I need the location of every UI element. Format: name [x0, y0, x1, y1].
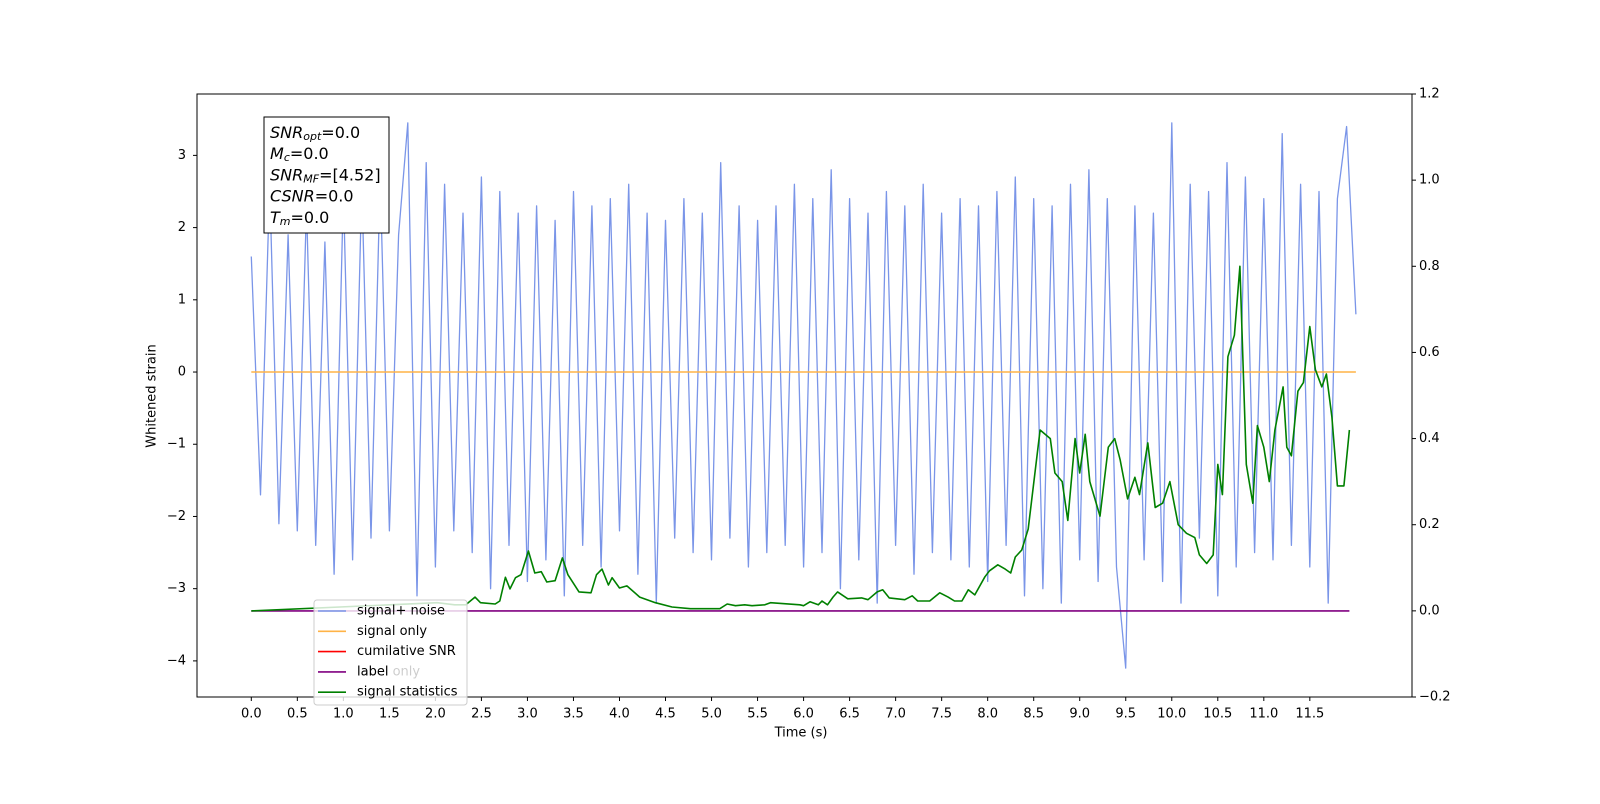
y-axis-label: Whitened strain [145, 344, 160, 447]
x-tick-label: 10.0 [1157, 707, 1186, 722]
y-tick-label: −3 [167, 581, 186, 596]
annotation-line: Tm=0.0 [270, 207, 329, 228]
annotation-symbol: M [270, 144, 284, 163]
annotation-subscript: MF [303, 172, 319, 185]
x-tick-label: 11.0 [1249, 707, 1278, 722]
x-axis-label: Time (s) [774, 726, 828, 741]
y-tick-label: −1 [167, 437, 186, 452]
x-tick-label: 7.0 [885, 707, 906, 722]
y2-tick-label: 0.0 [1419, 603, 1440, 618]
x-tick-label: 9.0 [1069, 707, 1090, 722]
x-tick-label: 6.0 [793, 707, 814, 722]
y2-tick-label: 1.2 [1419, 87, 1440, 102]
x-tick-label: 6.5 [839, 707, 860, 722]
y-tick-label: 1 [178, 292, 186, 307]
annotation-subscript: m [280, 215, 291, 228]
x-tick-label: 8.5 [1023, 707, 1044, 722]
x-tick-label: 1.0 [333, 707, 354, 722]
x-tick-label: 2.5 [471, 707, 492, 722]
x-tick-label: 7.5 [931, 707, 952, 722]
x-tick-label: 1.5 [379, 707, 400, 722]
x-tick-label: 4.5 [655, 707, 676, 722]
annotation-symbol: SNR [270, 123, 303, 142]
x-tick-label: 0.0 [241, 707, 262, 722]
y-tick-label: 0 [178, 365, 186, 380]
x-tick-label: 10.5 [1203, 707, 1232, 722]
x-tick-label: 3.0 [517, 707, 538, 722]
annotation-subscript: opt [303, 130, 322, 143]
annotation-subscript: c [284, 151, 290, 164]
y-tick-label: 3 [178, 148, 186, 163]
annotation-box [263, 116, 390, 234]
annotation-value: =0.0 [291, 207, 330, 226]
x-tick-label: 11.5 [1295, 707, 1324, 722]
y2-tick-label: 1.0 [1419, 173, 1440, 188]
annotation-value: =[4.52] [319, 165, 381, 184]
legend-box [313, 599, 468, 706]
y2-tick-label: −0.2 [1419, 690, 1451, 705]
annotation-symbol: SNR [270, 165, 303, 184]
y2-tick-label: 0.2 [1419, 517, 1440, 532]
x-tick-label: 9.5 [1115, 707, 1136, 722]
y2-tick-label: 0.4 [1419, 431, 1440, 446]
x-tick-label: 2.0 [425, 707, 446, 722]
x-tick-label: 3.5 [563, 707, 584, 722]
x-tick-label: 8.0 [977, 707, 998, 722]
legend-label: signal+ noise [357, 604, 445, 619]
y-tick-label: 2 [178, 220, 186, 235]
legend-label: cumilative SNR [357, 644, 456, 659]
legend-label: label [357, 664, 388, 679]
x-tick-label: 4.0 [609, 707, 630, 722]
plot-frame [196, 93, 1413, 698]
annotation-value: =0.0 [315, 186, 354, 205]
x-tick-label: 5.5 [747, 707, 768, 722]
annotation-line: Mc=0.0 [270, 144, 329, 165]
annotation-line: SNRMF=[4.52] [270, 165, 381, 186]
annotation-line: CSNR=0.0 [270, 186, 354, 205]
y-tick-label: −2 [167, 509, 186, 524]
annotation-value: =0.0 [290, 144, 329, 163]
x-tick-label: 5.0 [701, 707, 722, 722]
annotation-symbol: T [270, 207, 281, 226]
y2-tick-label: 0.6 [1419, 345, 1440, 360]
annotation-symbol: CSNR [270, 186, 315, 205]
series-line [250, 122, 1357, 669]
y2-tick-label: 0.8 [1419, 259, 1440, 274]
y-tick-label: −4 [167, 653, 186, 668]
legend-label: signal only [357, 624, 427, 639]
series-line [251, 265, 1351, 612]
annotation: SNRopt=0.0Mc=0.0SNRMF=[4.52]CSNR=0.0Tm=0… [263, 116, 390, 234]
annotation-value: =0.0 [321, 123, 360, 142]
annotation-line: SNRopt=0.0 [270, 123, 360, 144]
legend-label: signal statistics [357, 685, 458, 700]
x-tick-label: 0.5 [287, 707, 308, 722]
